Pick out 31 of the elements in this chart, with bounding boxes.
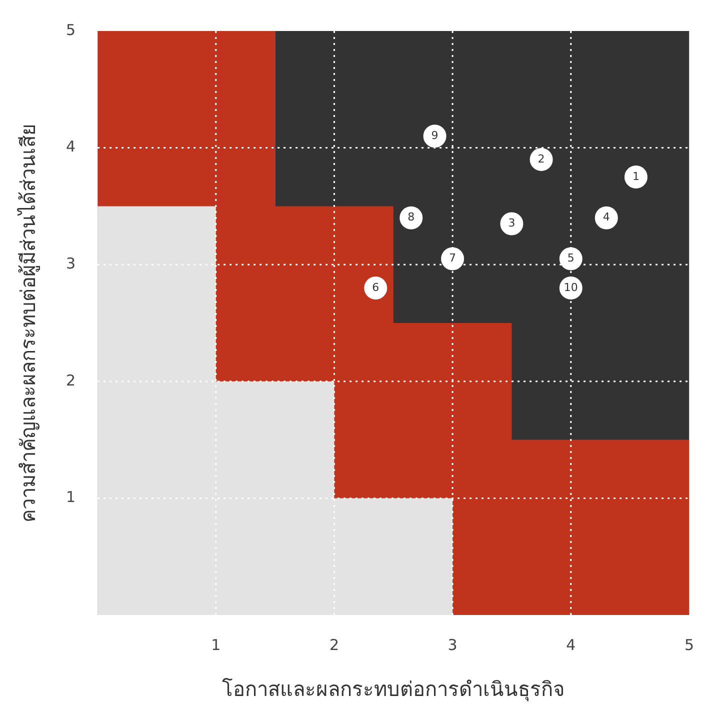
annotation: 10	[564, 280, 578, 294]
point	[400, 206, 423, 230]
annotation: 4	[602, 210, 610, 224]
annotation: 5	[567, 252, 574, 265]
point	[441, 247, 464, 270]
x-tick-label: 5	[684, 636, 694, 654]
y-tick-label: 1	[66, 488, 76, 506]
annotation: 1	[632, 170, 640, 183]
point	[423, 124, 446, 148]
point	[530, 148, 553, 171]
y-tick-label: 4	[66, 138, 76, 156]
point	[500, 212, 524, 236]
point	[364, 276, 388, 300]
x-tick-label: 4	[566, 636, 576, 654]
annotation: 6	[372, 280, 380, 294]
y-axis-title: ความสำคัญและผลกระทบต่อผู้มีส่วนได้ส่วนเสีย	[16, 124, 42, 522]
annotation: 7	[449, 252, 456, 265]
point	[594, 206, 618, 230]
point	[559, 247, 582, 270]
annotation: 8	[408, 210, 415, 224]
y-tick-label: 3	[66, 254, 76, 272]
annotation: 3	[508, 216, 516, 230]
x-tick-label: 1	[211, 636, 221, 654]
x-tick-label: 2	[329, 636, 339, 654]
annotation: 2	[538, 152, 545, 166]
y-tick-label: 2	[66, 371, 76, 390]
x-tick-label: 3	[448, 636, 458, 654]
y-tick-label: 5	[66, 20, 76, 39]
x-axis-title: โอกาสและผลกระทบต่อการดำเนินธุรกิจ	[222, 677, 565, 702]
point	[624, 166, 648, 188]
annotation: 9	[431, 128, 438, 142]
